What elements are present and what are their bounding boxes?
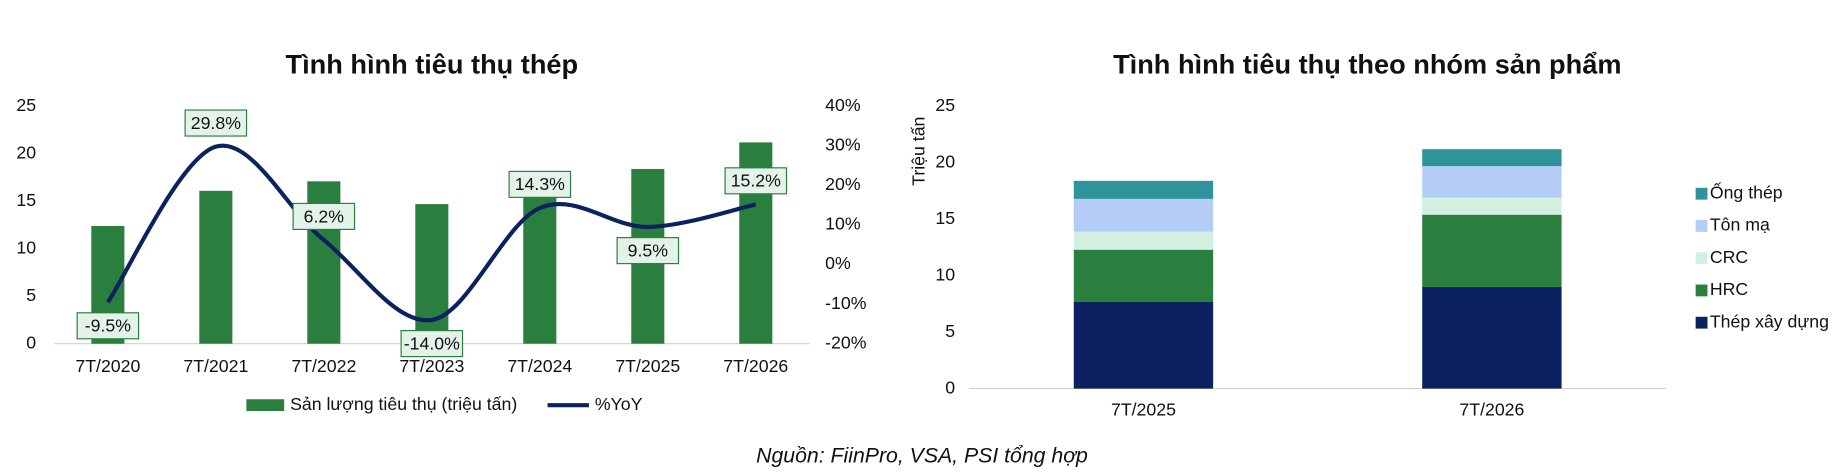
bar-segment — [1422, 197, 1562, 215]
legend-swatch — [1695, 316, 1708, 329]
legend-label: Thép xây dựng — [1710, 311, 1829, 331]
x-tick-label: 7T/2022 — [291, 356, 356, 376]
x-tick-label: 7T/2025 — [1111, 400, 1176, 420]
y2-tick-label: 20% — [825, 174, 861, 194]
y-tick-label: 0 — [26, 332, 36, 352]
bar-segment — [1073, 198, 1214, 232]
y2-tick-label: -10% — [825, 293, 867, 313]
data-label: -14.0% — [404, 333, 460, 353]
legend-swatch — [246, 399, 285, 412]
yoy-line — [106, 143, 757, 323]
x-tick-label: 7T/2025 — [615, 356, 680, 376]
data-label-box — [508, 170, 572, 198]
y-tick-label: 25 — [16, 95, 36, 115]
bar-segment — [1073, 301, 1214, 389]
bar-segment — [1073, 231, 1214, 250]
data-label: 29.8% — [191, 113, 241, 133]
y2-tick-label: -20% — [825, 332, 867, 352]
y-tick-label: 10 — [16, 237, 36, 257]
data-label: -9.5% — [85, 316, 132, 336]
legend-label: Sản lượng tiêu thụ (triệu tấn) — [290, 394, 517, 414]
y2-tick-label: 30% — [825, 135, 861, 155]
legend-swatch — [1695, 252, 1708, 265]
x-tick-label: 7T/2023 — [399, 356, 464, 376]
y-tick-label: 25 — [935, 95, 955, 115]
legend-label: Tôn mạ — [1710, 215, 1770, 235]
x-tick-label: 7T/2026 — [1459, 400, 1524, 420]
data-label-box — [184, 109, 248, 137]
y-axis-title: Triệu tấn — [908, 117, 928, 186]
legend-swatch — [1695, 187, 1708, 200]
chart-title: Tình hình tiêu thụ theo nhóm sản phẩm — [1113, 48, 1621, 79]
bar — [415, 204, 449, 344]
bar-segment — [1422, 166, 1562, 198]
legend-swatch — [1695, 220, 1708, 232]
bar-segment — [1073, 249, 1214, 302]
data-label-box — [292, 202, 356, 231]
legend-label: CRC — [1710, 247, 1749, 267]
bar-segment — [1073, 180, 1214, 199]
legend-swatch — [1695, 284, 1708, 297]
bar — [199, 190, 233, 344]
data-label: 9.5% — [628, 240, 669, 260]
y-tick-label: 5 — [26, 285, 36, 305]
y-tick-label: 20 — [935, 151, 955, 171]
x-tick-label: 7T/2024 — [507, 356, 572, 376]
data-label-box — [616, 237, 680, 265]
y-tick-label: 0 — [945, 377, 955, 397]
y-tick-label: 5 — [945, 321, 955, 341]
legend-label: Ống thép — [1710, 181, 1783, 202]
y2-tick-label: 40% — [825, 95, 861, 115]
y-tick-label: 15 — [16, 190, 36, 210]
x-tick-label: 7T/2026 — [723, 356, 788, 376]
data-label-box — [724, 167, 788, 195]
y-tick-label: 20 — [16, 142, 36, 162]
y2-tick-label: 10% — [825, 214, 861, 234]
data-label: 15.2% — [731, 171, 781, 191]
bar-segment — [1422, 149, 1562, 167]
y-tick-label: 10 — [935, 264, 955, 284]
bar — [523, 184, 557, 344]
data-label: 14.3% — [515, 174, 565, 194]
data-label-box — [76, 312, 140, 340]
legend-label: HRC — [1710, 279, 1749, 299]
bar-segment — [1422, 286, 1562, 389]
data-label-box — [400, 330, 464, 358]
legend-label: %YoY — [595, 394, 643, 414]
source-note: Nguồn: FiinPro, VSA, PSI tổng hợp — [756, 444, 1088, 468]
bar-segment — [1422, 214, 1562, 287]
x-tick-label: 7T/2021 — [183, 356, 248, 376]
chart-title: Tình hình tiêu thụ thép — [286, 48, 579, 79]
y-tick-label: 15 — [935, 208, 955, 228]
data-label: 6.2% — [304, 206, 345, 226]
x-tick-label: 7T/2020 — [75, 356, 140, 376]
y2-tick-label: 0% — [825, 253, 851, 273]
